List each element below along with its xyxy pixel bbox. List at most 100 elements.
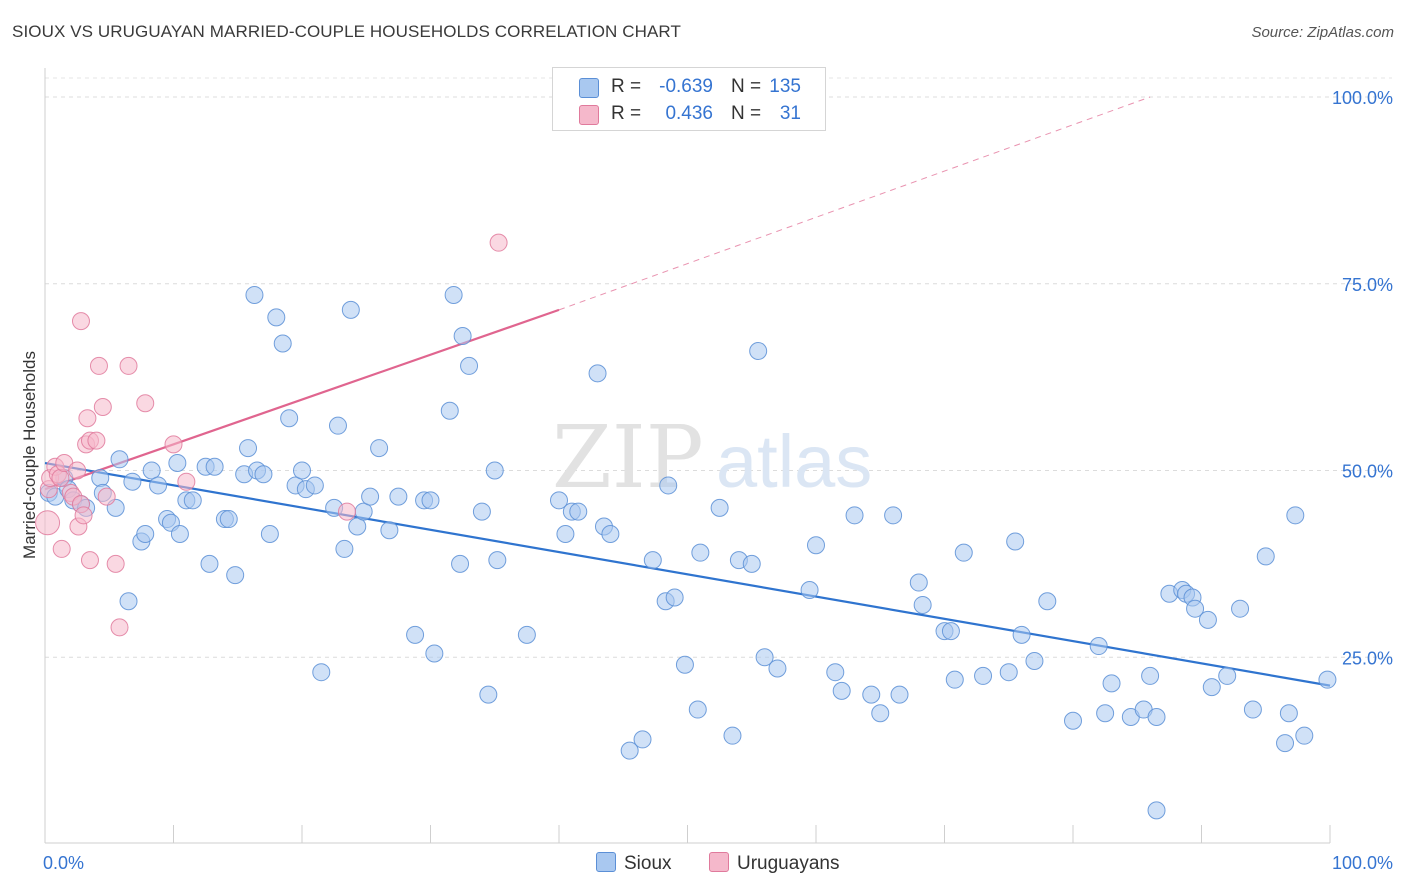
watermark-zip: ZIP <box>552 408 704 508</box>
sioux-point <box>1096 704 1115 723</box>
sioux-point <box>913 595 932 614</box>
sioux-point <box>1147 801 1166 820</box>
sioux-point <box>588 364 607 383</box>
sioux-point <box>444 285 463 304</box>
sioux-point <box>170 524 189 543</box>
sioux-point <box>312 663 331 682</box>
sioux-point <box>1202 678 1221 697</box>
sioux-point <box>800 581 819 600</box>
y-tick-label: 75.0% <box>1342 275 1393 295</box>
sioux-point <box>421 491 440 510</box>
sioux-point <box>335 539 354 558</box>
uruguayans-point <box>71 312 90 331</box>
sioux-point <box>479 685 498 704</box>
sioux-point <box>1231 599 1250 618</box>
sioux-point <box>453 327 472 346</box>
sioux-point <box>945 670 964 689</box>
trend-lines <box>44 96 1331 687</box>
x-tick-label: 0.0% <box>43 853 84 873</box>
uruguayans-point <box>177 472 196 491</box>
sioux-swatch <box>579 78 599 98</box>
sioux-point <box>826 663 845 682</box>
uruguayans-point <box>52 539 71 558</box>
sioux-point <box>380 521 399 540</box>
sioux-point <box>183 491 202 510</box>
sioux-point <box>341 300 360 319</box>
uruguayans-point <box>68 461 87 480</box>
sioux-point <box>1256 547 1275 566</box>
sioux-point <box>710 498 729 517</box>
sioux-point <box>1186 599 1205 618</box>
sioux-point <box>280 409 299 428</box>
x-tick-labels: 0.0% 100.0% <box>43 853 1393 873</box>
watermark-atlas: atlas <box>716 420 872 503</box>
bottom-legend-uruguayans: Uruguayans <box>709 852 839 875</box>
sioux-point <box>354 502 373 521</box>
uruguayans-point <box>337 502 356 521</box>
chart-title: SIOUX VS URUGUAYAN MARRIED-COUPLE HOUSEH… <box>12 22 681 41</box>
sioux-legend-swatch <box>596 852 616 872</box>
sioux-point <box>723 726 742 745</box>
sioux-point <box>1012 625 1031 644</box>
uruguayans-point <box>89 356 108 375</box>
uruguayans-point <box>489 233 508 252</box>
sioux-point <box>1141 666 1160 685</box>
uruguayans-swatch <box>579 105 599 125</box>
sioux-point <box>601 524 620 543</box>
sioux-point <box>1279 704 1298 723</box>
sioux-point <box>909 573 928 592</box>
sioux-point <box>749 341 768 360</box>
uruguayans-legend-swatch <box>709 852 729 872</box>
y-tick-label: 25.0% <box>1342 648 1393 668</box>
uruguayans-trend-line <box>44 308 560 491</box>
grid-lines <box>45 77 1392 658</box>
r-value: -0.639 <box>659 76 713 97</box>
sioux-point <box>1243 700 1262 719</box>
uruguayans-point <box>74 506 93 525</box>
sioux-point <box>1218 666 1237 685</box>
sioux-point <box>370 439 389 458</box>
uruguayans-point <box>106 554 125 573</box>
legend-row-sioux: R = -0.639 N = 135 <box>553 75 825 101</box>
sioux-point <box>406 625 425 644</box>
sioux-point <box>832 681 851 700</box>
legend-row-uruguayans: R = 0.436 N = 31 <box>553 102 825 128</box>
sioux-point <box>954 543 973 562</box>
sioux-point <box>110 450 129 469</box>
sioux-point <box>884 506 903 525</box>
source-label: Source: ZipAtlas.com <box>1251 24 1394 41</box>
sioux-point <box>460 356 479 375</box>
sioux-legend-label: Sioux <box>624 853 672 874</box>
uruguayans-point <box>164 435 183 454</box>
sioux-point <box>1006 532 1025 551</box>
sioux-point <box>472 502 491 521</box>
n-value: 31 <box>779 103 801 124</box>
sioux-point <box>890 685 909 704</box>
sioux-point <box>168 454 187 473</box>
sioux-point <box>1318 670 1337 689</box>
sioux-point <box>768 659 787 678</box>
sioux-point <box>219 510 238 529</box>
uruguayans-trend-extension <box>558 96 1151 311</box>
sioux-point <box>845 506 864 525</box>
correlation-legend: R = -0.639 N = 135 R = 0.436 N = 31 <box>552 67 826 131</box>
sioux-point <box>550 491 568 510</box>
sioux-point <box>675 655 694 674</box>
sioux-point <box>1295 726 1314 745</box>
sioux-point <box>1286 506 1305 525</box>
sioux-trend-line <box>44 461 1331 687</box>
sioux-point <box>556 524 575 543</box>
n-label: N = <box>731 76 762 97</box>
sioux-point <box>305 476 324 495</box>
sioux-point <box>273 334 292 353</box>
uruguayans-point <box>136 394 155 413</box>
sioux-point <box>205 457 224 476</box>
sioux-point <box>361 487 380 506</box>
sioux-point <box>517 625 536 644</box>
y-tick-labels: 25.0% 50.0% 75.0% 100.0% <box>1332 88 1393 668</box>
sioux-point <box>1198 610 1217 629</box>
sioux-point <box>862 685 881 704</box>
r-value: 0.436 <box>665 103 713 124</box>
uruguayans-point <box>87 431 106 450</box>
